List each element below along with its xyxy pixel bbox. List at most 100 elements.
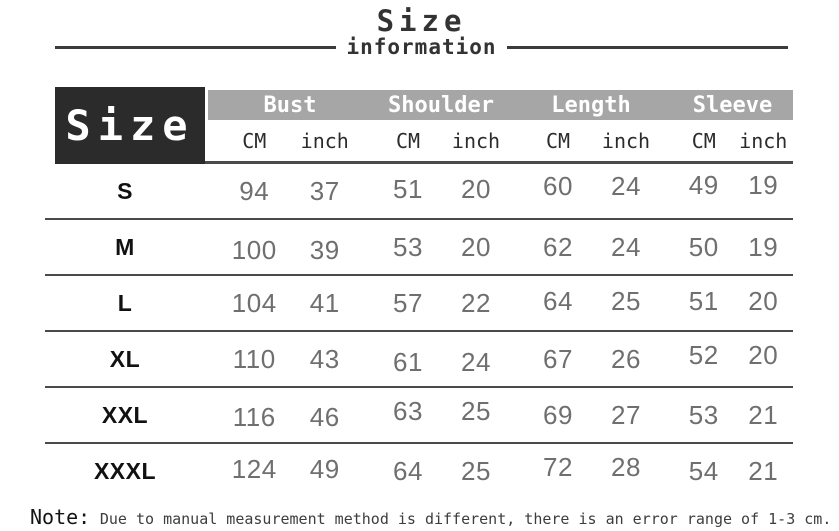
note-label: Note: [30,505,91,529]
unit-label-inch: inch [451,128,501,153]
measurement-value: 24 [611,231,641,262]
length-values: 69 27 [510,400,660,431]
note-text: Due to manual measurement method is diff… [99,510,832,528]
unit-cell-shoulder: CM inch [360,129,510,153]
measurement-value: 49 [309,453,340,484]
length-values: 64 25 [510,286,660,317]
measurement-value: 46 [309,401,340,432]
table-row: XL 110 43 61 24 67 26 52 20 [45,332,793,388]
unit-label-cm: CM [242,128,267,153]
shoulder-values: 64 25 [360,456,510,487]
sleeve-values: 50 19 [660,232,793,263]
measurement-value: 67 [543,343,573,374]
measurement-value: 64 [543,285,573,316]
measurement-value: 26 [611,343,641,374]
length-values: 62 24 [510,232,660,263]
table-header-right: Bust Shoulder Length Sleeve CM inch CM i… [205,87,793,164]
measurement-value: 51 [688,285,719,316]
measurement-value: 24 [461,346,491,377]
page-title: Size [376,4,467,38]
measurement-value: 52 [688,339,719,370]
column-group-header-sleeve: Sleeve [692,92,773,118]
column-group-header-shoulder: Shoulder [388,92,494,118]
length-values: 60 24 [510,171,660,202]
bust-values: 94 37 [205,176,360,207]
table-header: Size Bust Shoulder Length Sleeve CM inch… [55,87,793,164]
measurement-value: 50 [688,231,719,262]
measurement-value: 21 [748,455,779,486]
size-label: L [117,289,133,316]
measurement-value: 94 [239,175,270,206]
measurement-value: 57 [393,287,423,318]
unit-cell-length: CM inch [510,129,660,153]
size-label: M [115,233,135,260]
unit-label-inch: inch [739,128,788,153]
measurement-value: 41 [309,287,340,318]
shoulder-values: 57 22 [360,288,510,319]
sleeve-values: 52 20 [660,340,793,371]
measurement-value: 100 [231,234,277,265]
measurement-value: 39 [309,234,340,265]
measurement-value: 61 [393,346,423,377]
table-row: XXXL 124 49 64 25 72 28 54 21 [45,444,793,498]
title-rule-right [506,45,789,49]
shoulder-values: 63 25 [360,396,510,427]
measurement-value: 20 [748,339,779,370]
size-label: XL [109,345,141,372]
sleeve-values: 53 21 [660,400,793,431]
measurement-value: 20 [461,231,491,262]
measurement-value: 124 [231,453,277,484]
column-group-bar: Bust Shoulder Length Sleeve [208,90,793,120]
bust-values: 116 46 [205,402,360,433]
measurement-value: 19 [748,169,779,200]
measurement-value: 110 [232,343,276,374]
bust-values: 104 41 [205,288,360,319]
measurement-value: 37 [309,175,340,206]
table-row: M 100 39 53 20 62 24 50 19 [45,220,793,276]
column-group-header-length: Length [551,92,631,118]
size-label: XXL [101,401,149,428]
measurement-value: 25 [461,395,491,426]
shoulder-values: 61 24 [360,347,510,378]
sleeve-values: 54 21 [660,456,793,487]
size-label: S [117,177,133,204]
unit-label-inch: inch [300,128,349,153]
measurement-value: 25 [611,285,641,316]
bust-values: 110 43 [205,344,360,375]
table-row: S 94 37 51 20 60 24 49 19 [45,164,793,220]
title-rule-left [55,45,337,49]
measurement-value: 25 [461,455,491,486]
table-row: XXL 116 46 63 25 69 27 53 21 [45,388,793,444]
measurement-value: 51 [393,173,423,204]
unit-label-cm: CM [545,128,571,153]
measurement-value: 62 [543,231,573,262]
measurement-value: 63 [393,395,423,426]
measurement-value: 19 [748,231,779,262]
measurement-value: 24 [611,170,641,201]
unit-label-inch: inch [601,128,651,153]
bust-values: 100 39 [205,235,360,266]
table-body: S 94 37 51 20 60 24 49 19 M 100 39 [45,164,793,498]
shoulder-values: 53 20 [360,232,510,263]
shoulder-values: 51 20 [360,174,510,205]
measurement-value: 53 [688,399,719,430]
length-values: 67 26 [510,344,660,375]
measurement-value: 60 [543,170,573,201]
sleeve-values: 49 19 [660,170,793,201]
measurement-value: 69 [543,399,573,430]
measurement-value: 21 [748,399,779,430]
measurement-value: 72 [543,451,573,482]
unit-cell-bust: CM inch [205,129,360,153]
measurement-value: 28 [611,451,641,482]
table-row: L 104 41 57 22 64 25 51 20 [45,276,793,332]
measurement-value: 20 [461,173,491,204]
measurement-value: 49 [688,169,719,200]
measurement-value: 54 [688,455,719,486]
unit-label-cm: CM [395,128,421,153]
page-subtitle: information [346,35,497,59]
measurement-value: 43 [309,343,340,374]
unit-cell-sleeve: CM inch [660,129,793,153]
measurement-value: 64 [393,455,423,486]
bust-values: 124 49 [205,454,360,485]
size-label: XXXL [93,457,157,484]
